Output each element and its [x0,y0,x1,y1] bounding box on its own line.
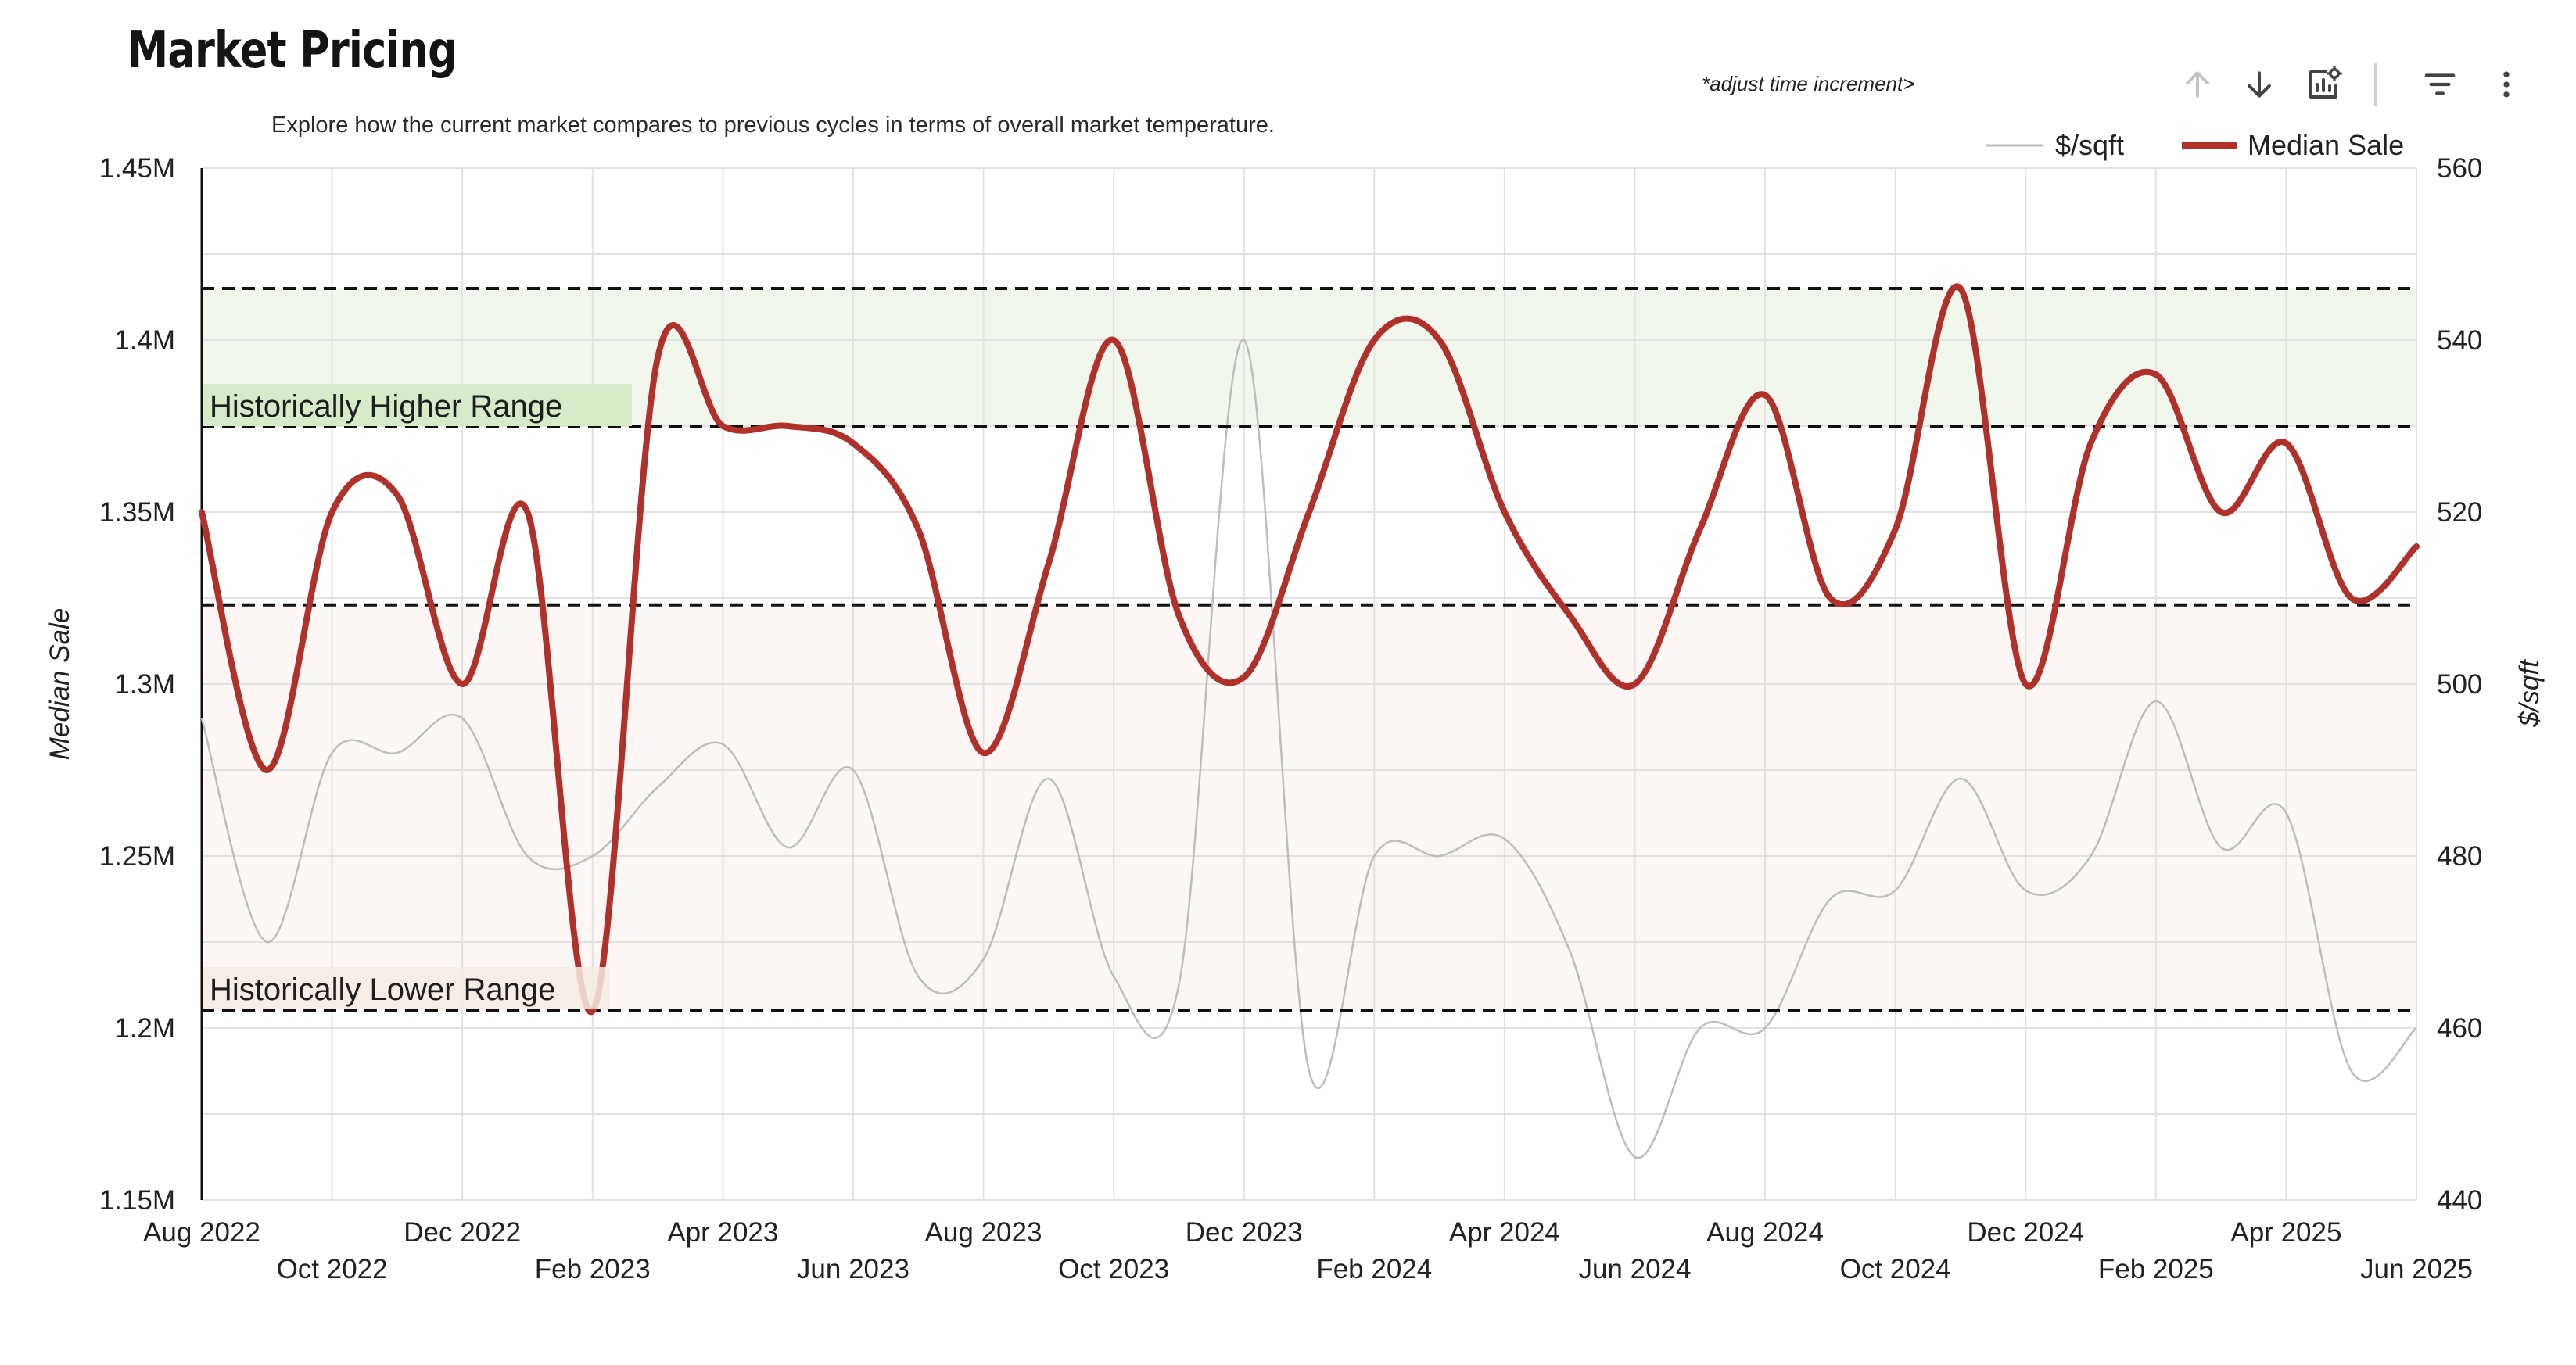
x-tick-label: Feb 2025 [2098,1254,2214,1284]
x-tick-label: Aug 2024 [1706,1217,1824,1248]
x-tick-label: Oct 2022 [277,1254,388,1284]
x-tick-label: Dec 2024 [1967,1217,2084,1248]
chart-settings-icon [2309,66,2342,99]
x-tick-label: Dec 2022 [404,1217,521,1248]
page-title: Market Pricing [127,22,457,80]
y-tick-label-right: 520 [2437,497,2482,528]
y-tick-label-right: 460 [2437,1013,2482,1044]
y-tick-label-left: 1.15M [99,1185,175,1216]
x-tick-label: Oct 2023 [1058,1254,1169,1284]
filter-icon [2424,73,2456,95]
toolbar-divider [2374,63,2377,106]
legend-label-median-sale: Median Sale [2248,129,2404,161]
y-tick-label-left: 1.25M [99,841,175,872]
y-tick-label-right: 500 [2437,669,2482,700]
y-tick-label-left: 1.4M [114,325,175,356]
x-tick-label: Feb 2023 [535,1254,651,1284]
y-tick-label-left: 1.35M [99,497,175,528]
x-tick-label: Apr 2024 [1449,1217,1560,1248]
chart-settings-button[interactable] [2302,63,2345,106]
series-line-median-sale [199,283,2420,1016]
lower-range-band [202,604,2416,1011]
adjust-time-increment-link[interactable]: *adjust time increment> [1702,72,1915,95]
higher-range-label: Historically Higher Range [210,389,562,424]
more-options-button[interactable] [2485,63,2528,106]
x-tick-label: Oct 2024 [1840,1254,1951,1284]
page-subtitle: Explore how the current market compares … [271,113,1275,138]
y-axis-right-title: $/sqft [2514,659,2545,728]
y-tick-label-right: 440 [2437,1185,2482,1216]
sort-down-button[interactable] [2237,63,2281,106]
higher-range-label-bg [203,384,632,426]
x-tick-label: Jun 2023 [797,1254,909,1284]
x-tick-label: Feb 2024 [1316,1254,1432,1284]
series-line-sqft [200,339,2417,1159]
y-tick-label-right: 480 [2437,841,2482,872]
legend-label-sqft: $/sqft [2055,129,2124,161]
lower-range-label: Historically Lower Range [210,973,555,1007]
sort-up-button[interactable] [2176,63,2219,106]
x-tick-label: Jun 2025 [2360,1254,2473,1284]
more-vert-icon [2503,71,2510,98]
y-tick-label-left: 1.45M [99,153,175,184]
x-tick-label: Aug 2022 [143,1217,260,1248]
x-tick-label: Jun 2024 [1578,1254,1691,1284]
x-tick-label: Apr 2025 [2230,1217,2341,1248]
arrow-down-icon [2248,71,2271,98]
y-tick-label-left: 1.2M [114,1013,175,1044]
lower-range-label-bg [203,967,610,1009]
arrow-up-icon [2186,71,2209,98]
x-tick-label: Apr 2023 [667,1217,778,1248]
y-axis-left-title: Median Sale [45,608,75,761]
filter-button[interactable] [2418,63,2462,106]
y-tick-label-left: 1.3M [114,669,175,700]
x-tick-label: Dec 2023 [1186,1217,1303,1248]
y-tick-label-right: 540 [2437,325,2482,356]
x-tick-label: Aug 2023 [925,1217,1042,1248]
y-tick-label-right: 560 [2437,153,2482,184]
